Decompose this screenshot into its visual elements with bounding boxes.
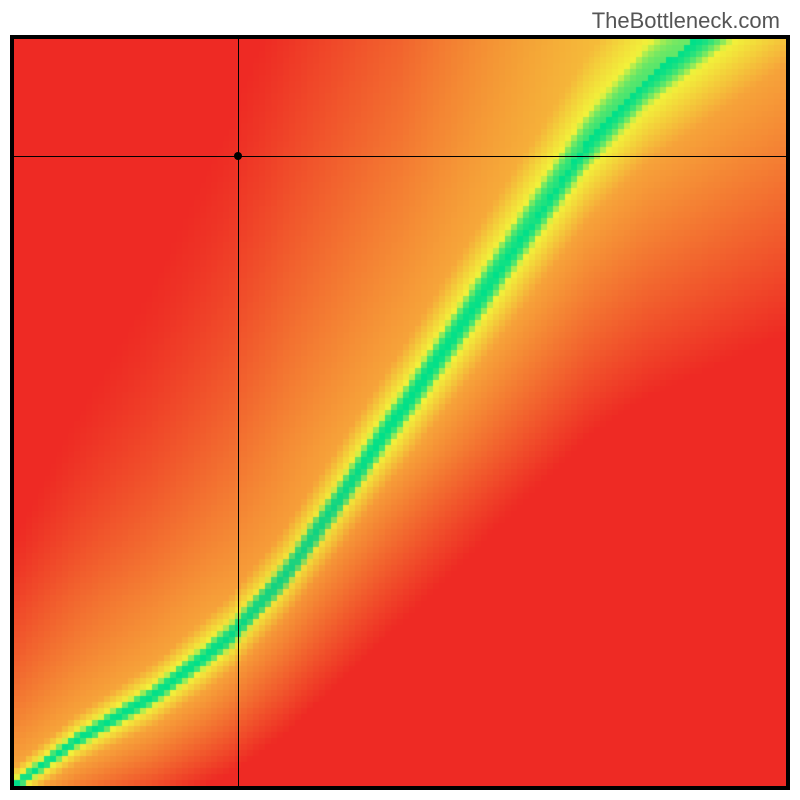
watermark-text: TheBottleneck.com [592, 8, 780, 34]
heatmap-canvas [14, 39, 786, 786]
crosshair-horizontal [14, 156, 786, 157]
marker-point [234, 152, 242, 160]
heatmap-plot [10, 35, 790, 790]
